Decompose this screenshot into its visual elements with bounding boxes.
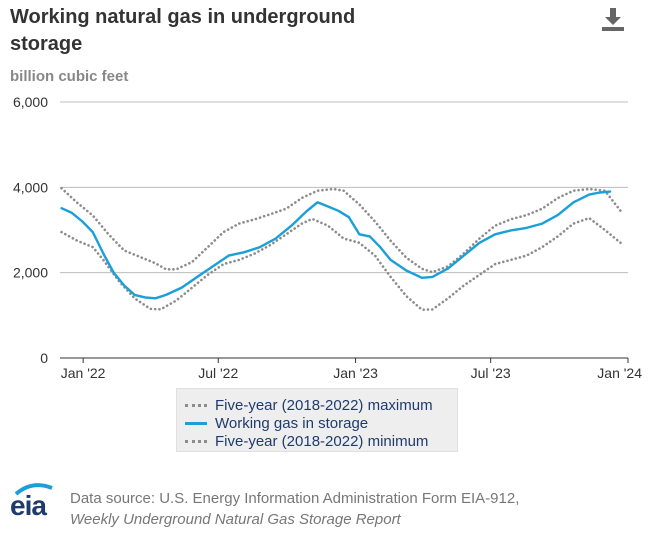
legend-label: Working gas in storage [215, 414, 369, 432]
y-tick-label: 6,000 [13, 94, 48, 110]
legend-item-minimum: Five-year (2018-2022) minimum [185, 432, 449, 450]
series-line-maximum [60, 186, 622, 274]
x-tick-label: Jan '22 [61, 365, 106, 381]
x-tick-label: Jul '23 [471, 365, 511, 381]
series-line-minimum [60, 216, 622, 312]
download-icon-graphic [602, 8, 624, 31]
x-tick-label: Jan '24 [597, 365, 642, 381]
chart-legend: Five-year (2018-2022) maximum Working ga… [176, 388, 458, 452]
x-tick-label: Jan '23 [333, 365, 378, 381]
chart-subtitle: billion cubic feet [10, 68, 129, 85]
download-icon[interactable] [600, 6, 626, 32]
legend-item-maximum: Five-year (2018-2022) maximum [185, 396, 449, 414]
source-line-1: Data source: U.S. Energy Information Adm… [70, 490, 520, 507]
eia-logo: eia [10, 482, 60, 521]
legend-swatch-solid [185, 421, 207, 425]
y-tick-label: 2,000 [13, 265, 48, 281]
legend-item-working-gas: Working gas in storage [185, 414, 449, 432]
y-tick-label: 0 [40, 350, 48, 366]
logo-swoosh [14, 483, 53, 496]
legend-label: Five-year (2018-2022) maximum [215, 396, 433, 414]
logo-text: eia [10, 490, 47, 521]
y-tick-label: 4,000 [13, 179, 48, 195]
data-source: Data source: U.S. Energy Information Adm… [70, 488, 519, 530]
x-tick-label: Jul '22 [198, 365, 238, 381]
series-line-working-gas [60, 190, 612, 300]
chart-title: Working natural gas in underground stora… [10, 6, 356, 55]
legend-swatch-dotted [185, 403, 207, 407]
legend-label: Five-year (2018-2022) minimum [215, 432, 429, 450]
legend-swatch-dotted [185, 439, 207, 443]
source-line-2: Weekly Underground Natural Gas Storage R… [70, 511, 401, 528]
line-chart: 0 2,000 4,000 6,000 Jan '22 Jul '22 Jan '23 Jul… [13, 94, 642, 381]
